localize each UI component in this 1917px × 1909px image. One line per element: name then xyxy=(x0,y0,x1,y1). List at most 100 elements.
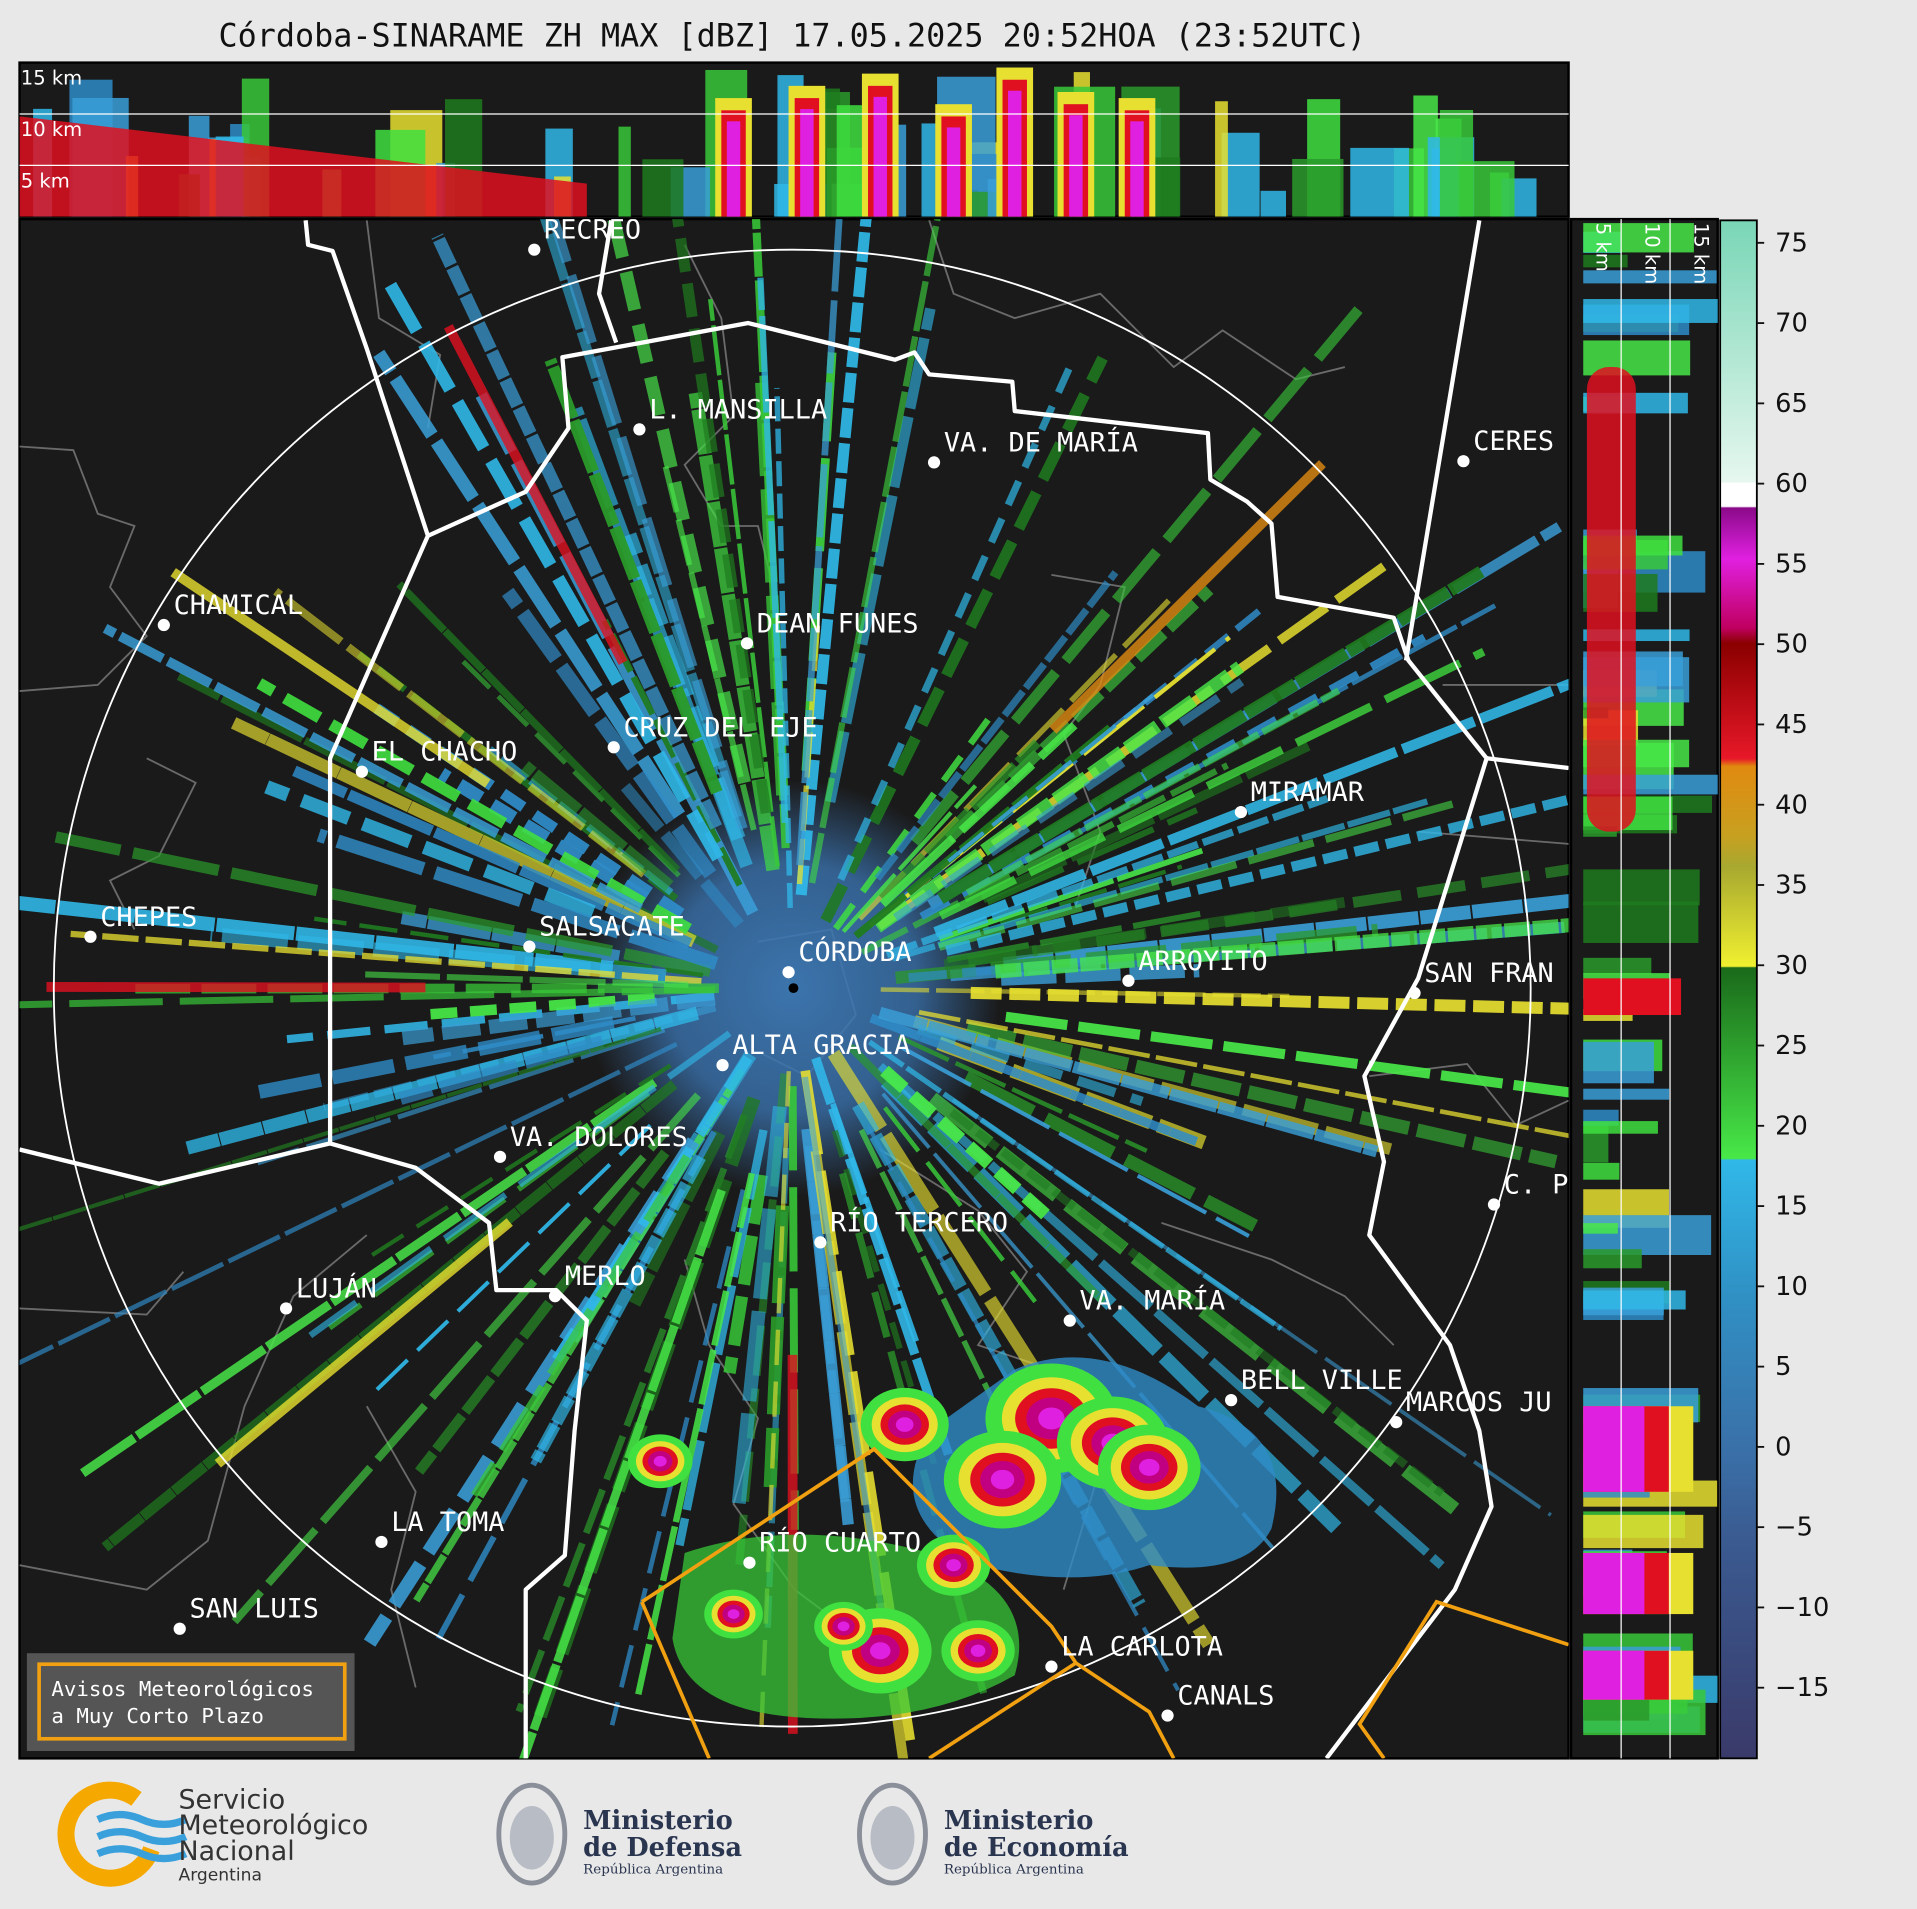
radar-ray xyxy=(883,1106,1037,1304)
city-label: CRUZ DEL EJE xyxy=(624,712,818,743)
echo xyxy=(1583,1009,1633,1021)
city-dot xyxy=(782,966,795,979)
radar-ray xyxy=(757,277,788,823)
city-label: SAN FRAN xyxy=(1424,958,1553,989)
radar-ray xyxy=(256,678,692,935)
radar-ray xyxy=(860,762,1229,956)
city-label: VA. MARÍA xyxy=(1080,1285,1226,1317)
storm-cell xyxy=(837,1621,850,1632)
colorbar-tick-label: −5 xyxy=(1775,1513,1813,1543)
radar-ray xyxy=(868,1039,1283,1332)
radar-ray xyxy=(962,1071,1259,1232)
logo-text: de Economía xyxy=(944,1833,1129,1863)
storm-cell xyxy=(1138,1458,1160,1476)
radar-ray xyxy=(374,1123,652,1393)
logo-text: Nacional xyxy=(178,1836,294,1867)
echo xyxy=(1583,299,1718,323)
city-label: BELL VILLE xyxy=(1241,1365,1403,1396)
logo-wave xyxy=(96,1810,188,1829)
radar-ray xyxy=(292,765,693,949)
height-label: 5 km xyxy=(21,169,70,192)
radar-ray xyxy=(808,219,941,884)
city-dot xyxy=(814,1236,827,1249)
logo-crest xyxy=(496,1782,568,1886)
radar-ray xyxy=(804,1145,850,1503)
height-label: 5 km xyxy=(1592,223,1615,272)
city-dot xyxy=(279,1302,293,1315)
echo xyxy=(1583,978,1682,1016)
colorbar-tick-label: 15 xyxy=(1775,1192,1808,1222)
echo xyxy=(1583,901,1699,943)
city-label: CHEPES xyxy=(100,902,197,933)
radar-ray xyxy=(795,219,872,896)
storm-cell xyxy=(653,1455,667,1467)
radar-ray xyxy=(873,661,1244,933)
logo-defensa: Ministerio de Defensa República Argentin… xyxy=(496,1782,742,1886)
logo-wave xyxy=(96,1828,188,1846)
city-dot xyxy=(743,1556,756,1569)
echo xyxy=(618,126,631,217)
radar-ray xyxy=(432,1016,636,1060)
radar-ray xyxy=(774,387,793,909)
radar-ray xyxy=(444,324,628,665)
echo xyxy=(1583,1290,1686,1310)
echo xyxy=(1583,1162,1620,1180)
city-label: LA CARLOTA xyxy=(1061,1632,1223,1663)
radar-ray xyxy=(19,986,716,1009)
echo xyxy=(726,121,741,217)
echo xyxy=(1583,1223,1618,1234)
colorbar-tick-label: 45 xyxy=(1775,710,1808,740)
radar-ray xyxy=(437,768,650,905)
city-dot xyxy=(1457,455,1470,468)
logo-crest xyxy=(857,1782,928,1886)
echo xyxy=(1215,101,1228,217)
echo xyxy=(1583,1215,1712,1256)
radar-ray xyxy=(256,1027,666,1166)
radar-ray xyxy=(373,349,686,819)
radar-ray xyxy=(847,1043,1107,1305)
echo xyxy=(1583,957,1652,975)
colorbar-tick-label: 0 xyxy=(1775,1432,1791,1462)
logo-text: República Argentina xyxy=(944,1862,1084,1877)
logo-wave xyxy=(96,1845,188,1863)
radar-ray xyxy=(501,587,717,879)
radar-site xyxy=(788,983,799,994)
radar-ray xyxy=(214,1218,513,1468)
radar-ray xyxy=(891,798,1429,962)
radar-ray xyxy=(548,219,748,831)
colorbar-tick-label: 70 xyxy=(1775,309,1808,339)
radar-ray xyxy=(858,1128,1000,1410)
radar-ray xyxy=(273,588,647,878)
colorbar-tick-label: 25 xyxy=(1775,1031,1808,1061)
city-label: DEAN FUNES xyxy=(757,608,919,639)
radar-ray xyxy=(378,270,724,862)
radar-ray xyxy=(313,916,704,978)
city-dot xyxy=(375,1535,388,1549)
logo-crest xyxy=(870,1806,915,1870)
warning-box xyxy=(26,1653,355,1752)
echo xyxy=(1583,1552,1645,1615)
radar-ray xyxy=(363,1137,700,1647)
logo-text: Ministerio xyxy=(583,1806,733,1836)
echo xyxy=(1583,1041,1654,1084)
radar-ray xyxy=(80,1078,658,1477)
radar-ray xyxy=(629,1130,726,1307)
radar-ray xyxy=(102,624,643,914)
radar-ray xyxy=(892,678,1245,922)
city-label: CERES xyxy=(1473,426,1554,457)
colorbar-tick-label: −10 xyxy=(1775,1593,1829,1623)
city-dot xyxy=(355,765,368,778)
radar-ray xyxy=(358,1063,672,1265)
city-dot xyxy=(548,1290,562,1303)
radar-ray xyxy=(878,1006,1379,1158)
city-dot xyxy=(607,741,620,754)
province-borders xyxy=(19,219,1569,1759)
city-dot xyxy=(1234,805,1248,819)
city-dot xyxy=(528,243,541,256)
city-dot xyxy=(1487,1198,1501,1211)
radar-ray xyxy=(897,1035,1148,1153)
city-label: ARROYITO xyxy=(1138,946,1267,977)
radar-ray xyxy=(943,897,1346,970)
city-label: VA. DOLORES xyxy=(510,1122,688,1153)
